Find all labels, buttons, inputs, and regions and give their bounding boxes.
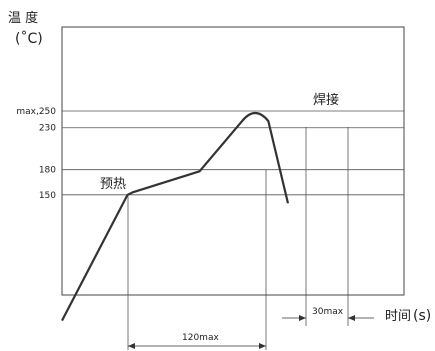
y-tick-label: max,250 <box>16 107 56 117</box>
temperature-level-lines <box>62 110 404 196</box>
dimension-label-30max: 30max <box>312 307 344 317</box>
x-axis-unit: (s) <box>413 308 431 324</box>
dimension-120max-arrow-head-right <box>259 343 266 349</box>
phase-divider-lines <box>127 127 349 350</box>
y-tick-label: 180 <box>39 166 56 176</box>
y-tick-label: 230 <box>39 124 56 134</box>
dimension-30max-head-left <box>299 315 306 321</box>
annotation-preheat: 预热 <box>100 177 126 192</box>
annotation-solder: 焊接 <box>313 92 339 108</box>
reflow-temperature-curve <box>61 111 290 322</box>
plot-frame <box>61 26 405 296</box>
dimension-label-120max: 120max <box>182 333 219 343</box>
y-axis-unit: (˚C) <box>15 30 43 47</box>
dimension-120max-arrow-head-left <box>128 343 135 349</box>
y-tick-labels: max,250 230 180 150 <box>16 107 56 201</box>
dimension-arrows <box>128 315 374 349</box>
x-axis-label: 时间 <box>385 309 411 324</box>
dimension-30max-head-right <box>348 315 355 321</box>
y-tick-label: 150 <box>39 191 56 201</box>
y-axis-label: 温 度 <box>8 10 38 26</box>
